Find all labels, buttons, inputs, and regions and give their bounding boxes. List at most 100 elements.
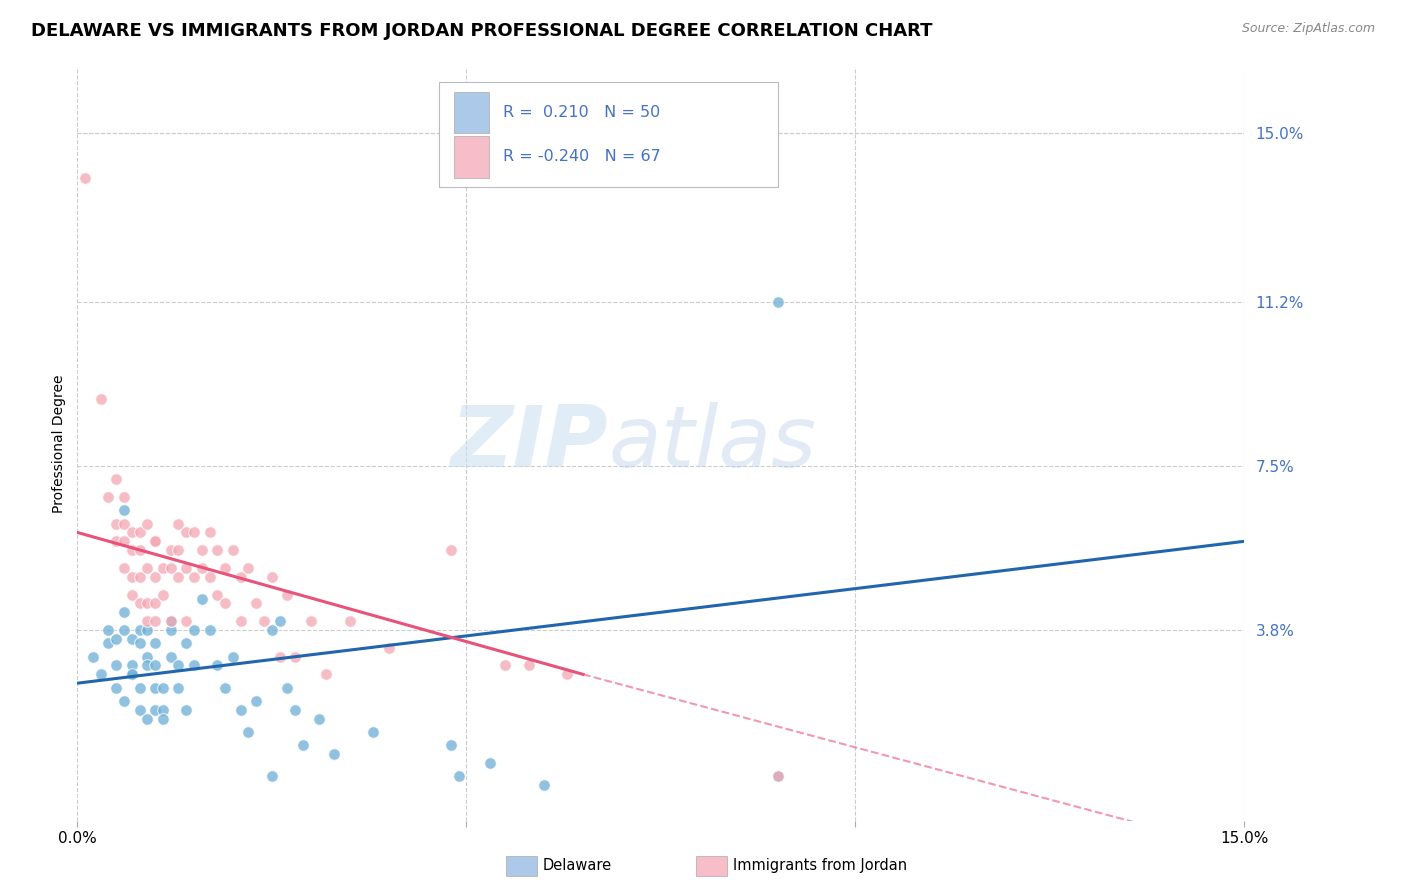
Point <box>121 667 143 681</box>
Point <box>143 614 166 628</box>
Point <box>112 534 135 549</box>
Point <box>75 170 97 185</box>
Point <box>361 725 384 739</box>
Point <box>143 534 166 549</box>
Point <box>121 525 143 540</box>
Point <box>136 614 159 628</box>
Y-axis label: Professional Degree: Professional Degree <box>52 375 66 513</box>
Point <box>533 778 555 792</box>
Point <box>276 588 298 602</box>
Text: R = -0.240   N = 67: R = -0.240 N = 67 <box>503 150 661 164</box>
Point <box>214 681 236 695</box>
Point <box>128 636 150 650</box>
Point <box>174 614 197 628</box>
Point <box>112 623 135 637</box>
Point <box>253 614 276 628</box>
Point <box>183 525 205 540</box>
Point <box>284 649 307 664</box>
Point <box>167 543 190 558</box>
Point <box>128 570 150 584</box>
Point <box>97 636 120 650</box>
Point <box>174 636 197 650</box>
Point <box>183 623 205 637</box>
Point <box>167 570 190 584</box>
Point <box>198 570 221 584</box>
Point <box>105 681 128 695</box>
Point <box>152 561 174 575</box>
Point <box>167 658 190 673</box>
Point <box>105 516 128 531</box>
Point <box>207 658 229 673</box>
Point <box>143 534 166 549</box>
Point <box>152 681 174 695</box>
Point <box>136 596 159 610</box>
Point <box>238 725 260 739</box>
Point <box>152 703 174 717</box>
Point <box>238 561 260 575</box>
Point <box>517 658 540 673</box>
Point <box>97 490 120 504</box>
Bar <box>454 92 489 133</box>
Point <box>143 636 166 650</box>
Point <box>191 543 214 558</box>
Point <box>159 561 181 575</box>
Point <box>478 756 501 770</box>
Point <box>105 534 128 549</box>
Text: atlas: atlas <box>609 402 817 485</box>
Point <box>494 658 516 673</box>
Point <box>183 570 205 584</box>
Point <box>112 490 135 504</box>
Point <box>174 525 197 540</box>
Point <box>229 614 252 628</box>
Point <box>112 516 135 531</box>
Point <box>440 543 463 558</box>
Text: Source: ZipAtlas.com: Source: ZipAtlas.com <box>1241 22 1375 36</box>
Point <box>291 739 314 753</box>
Point <box>90 392 112 407</box>
Point <box>245 596 267 610</box>
Point <box>143 596 166 610</box>
Point <box>112 694 135 708</box>
Point <box>121 632 143 646</box>
Point <box>121 543 143 558</box>
Point <box>766 294 789 309</box>
Text: R =  0.210   N = 50: R = 0.210 N = 50 <box>503 105 661 120</box>
Point <box>159 543 181 558</box>
Point <box>222 649 245 664</box>
Point <box>214 596 236 610</box>
Point <box>152 712 174 726</box>
Point <box>174 703 197 717</box>
Point <box>284 703 307 717</box>
Point <box>276 681 298 695</box>
Point <box>121 658 143 673</box>
Point <box>339 614 361 628</box>
Point <box>121 588 143 602</box>
Point <box>128 623 150 637</box>
Text: DELAWARE VS IMMIGRANTS FROM JORDAN PROFESSIONAL DEGREE CORRELATION CHART: DELAWARE VS IMMIGRANTS FROM JORDAN PROFE… <box>31 22 932 40</box>
Text: Delaware: Delaware <box>543 858 612 872</box>
Point <box>323 747 346 761</box>
Point <box>207 543 229 558</box>
Point <box>128 596 150 610</box>
Point <box>136 658 159 673</box>
Point <box>315 667 337 681</box>
Bar <box>454 136 489 178</box>
Point <box>222 543 245 558</box>
Point <box>121 570 143 584</box>
Point <box>174 561 197 575</box>
Point <box>136 623 159 637</box>
Point <box>90 667 112 681</box>
Point <box>159 614 181 628</box>
Point <box>136 516 159 531</box>
Point <box>136 712 159 726</box>
Point <box>112 561 135 575</box>
Point <box>143 658 166 673</box>
Point <box>269 649 291 664</box>
Point <box>191 591 214 606</box>
Point <box>260 623 283 637</box>
Text: ZIP: ZIP <box>451 402 609 485</box>
Point <box>260 570 283 584</box>
Point <box>440 739 463 753</box>
Point <box>167 681 190 695</box>
Point <box>183 658 205 673</box>
